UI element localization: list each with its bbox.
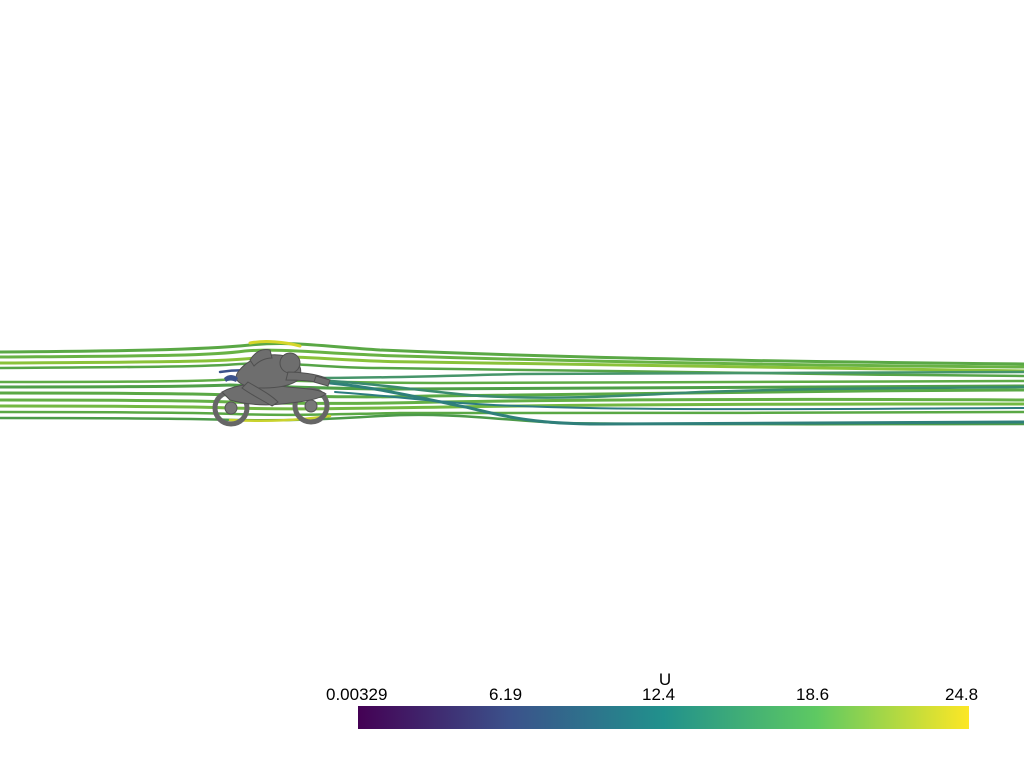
rider-back [249, 349, 273, 367]
colorbar-title: U [658, 670, 672, 689]
streamline [0, 355, 1024, 373]
streamline [0, 388, 1024, 399]
colorbar-tick-label: 18.6 [796, 685, 830, 704]
colorbar-tick-label: 24.8 [945, 685, 979, 704]
streamline [328, 379, 1024, 399]
streamline [0, 348, 1024, 369]
streamline [334, 391, 1024, 411]
streamline [328, 381, 1024, 426]
streamlines-upper [0, 340, 1024, 385]
streamline [0, 410, 1024, 417]
streamlines-lower [0, 368, 1024, 426]
motorbike-model[interactable] [212, 349, 331, 427]
streamline [248, 340, 302, 348]
rider-leg [241, 381, 279, 407]
streamline [0, 402, 1024, 411]
streamline [0, 397, 1024, 405]
colorbar-gradient [358, 706, 969, 729]
colorbar-tick-label: 0.00329 [326, 685, 388, 704]
handlebar [313, 375, 331, 387]
streamline [0, 377, 1024, 385]
bike-detail [224, 375, 238, 382]
colorbar-tick-label: 12.4 [642, 685, 676, 704]
streamline [318, 370, 1024, 380]
colorbar-tick-label: 6.19 [489, 685, 523, 704]
rider-helmet [279, 352, 301, 374]
streamline [0, 342, 1024, 366]
